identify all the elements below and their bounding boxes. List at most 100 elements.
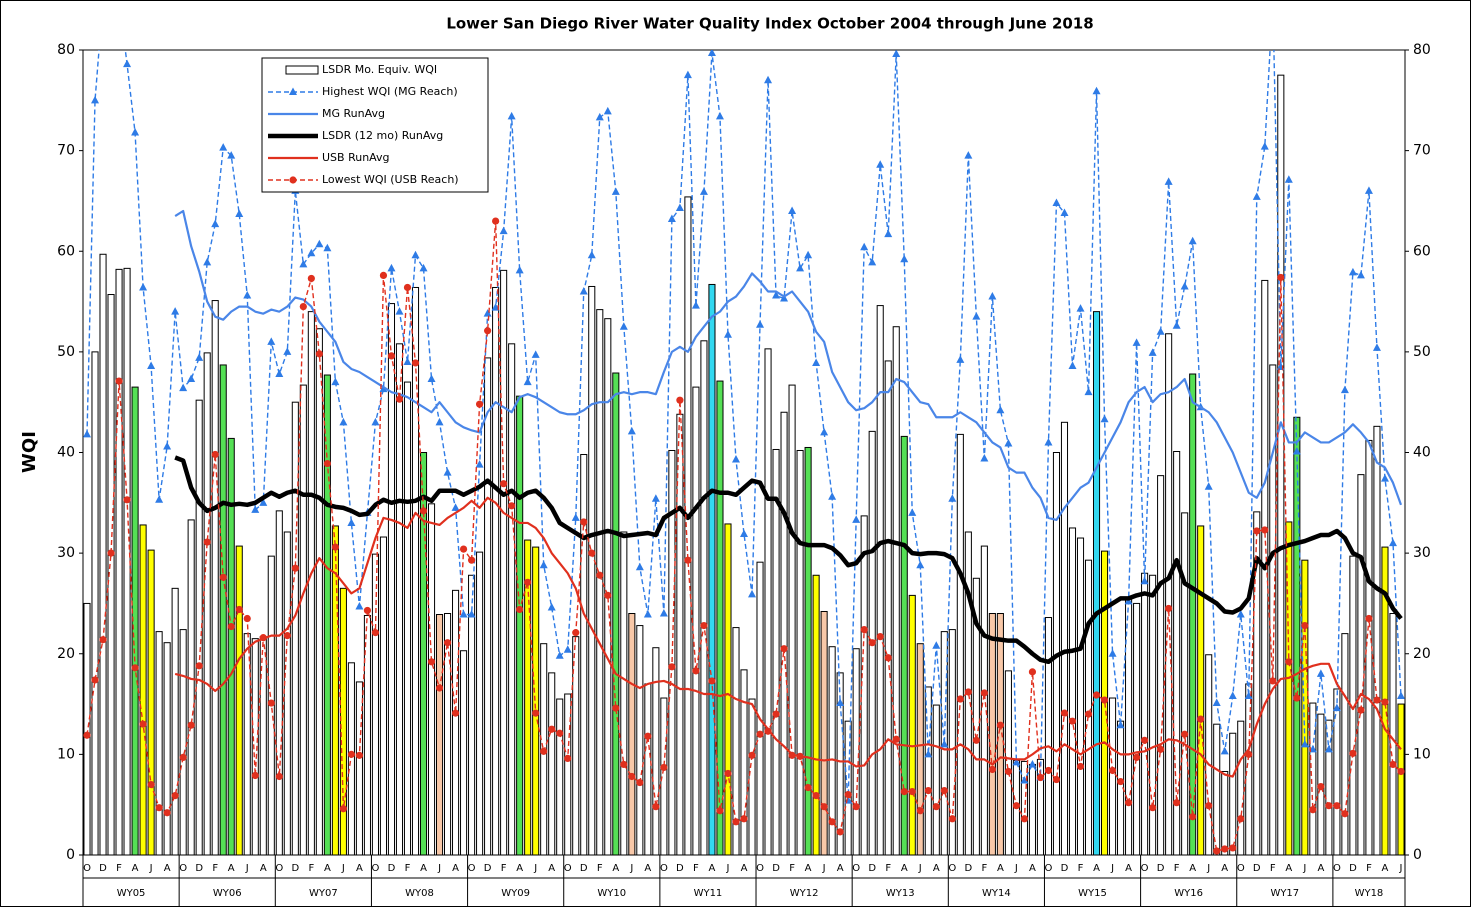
bar <box>1084 559 1093 855</box>
marker <box>579 287 588 295</box>
x-tick-label: J <box>918 863 922 874</box>
x-tick-label: A <box>1221 863 1228 874</box>
marker <box>1389 760 1397 769</box>
marker <box>556 729 564 737</box>
x-tick-label: J <box>1110 863 1114 874</box>
marker <box>683 70 692 79</box>
bar <box>123 267 131 855</box>
marker <box>643 610 652 618</box>
bar <box>708 283 716 855</box>
bar <box>524 539 532 855</box>
marker <box>619 322 628 330</box>
x-tick-label: O <box>372 863 380 874</box>
marker <box>1108 649 1117 657</box>
bar <box>1109 697 1117 855</box>
y2-tick-label: 80 <box>1413 42 1431 58</box>
bar <box>211 300 219 855</box>
marker <box>403 283 412 292</box>
marker <box>908 508 917 516</box>
marker <box>467 610 476 618</box>
marker <box>427 658 436 666</box>
marker <box>620 760 628 769</box>
bar <box>660 697 668 855</box>
marker <box>443 639 452 647</box>
marker <box>1236 610 1245 618</box>
y-tick-label: 50 <box>57 344 75 360</box>
marker <box>563 645 572 653</box>
bar <box>355 681 363 855</box>
marker <box>836 828 844 836</box>
marker <box>708 677 716 685</box>
bar <box>315 328 323 855</box>
marker <box>956 355 965 363</box>
bar <box>163 642 171 855</box>
bar <box>724 523 732 855</box>
bar <box>884 360 892 855</box>
line <box>174 455 1403 665</box>
marker <box>91 95 100 104</box>
bar <box>1253 511 1261 855</box>
marker <box>828 492 837 500</box>
marker <box>1148 348 1157 356</box>
marker <box>1084 387 1093 396</box>
marker <box>860 626 868 634</box>
bar <box>1373 425 1381 855</box>
x-tick-label: D <box>676 863 684 874</box>
bar <box>900 435 908 855</box>
bar <box>572 636 580 855</box>
marker <box>155 804 163 812</box>
legend-label: Lowest WQI (USB Reach) <box>322 173 459 186</box>
bar <box>684 196 692 855</box>
bar <box>652 647 660 855</box>
bar <box>371 553 379 855</box>
marker <box>1348 267 1357 276</box>
x-tick-label: A <box>1093 863 1100 874</box>
x-tick-label: F <box>1270 863 1276 874</box>
x-tick-label: A <box>901 863 908 874</box>
marker <box>123 496 131 504</box>
marker <box>275 369 284 378</box>
x-tick-label: D <box>868 863 876 874</box>
marker <box>1141 736 1149 744</box>
marker <box>1213 847 1221 855</box>
marker <box>996 405 1005 414</box>
x-tick-label: F <box>501 863 507 874</box>
bar <box>235 545 243 855</box>
marker <box>211 450 219 459</box>
marker <box>179 753 187 761</box>
bar <box>1397 703 1405 855</box>
legend-label: LSDR (12 mo) RunAvg <box>322 129 443 142</box>
marker <box>451 503 460 511</box>
marker <box>123 59 132 68</box>
bar <box>956 433 964 855</box>
bar <box>1365 439 1373 855</box>
marker <box>1181 730 1189 738</box>
bar <box>1389 613 1397 855</box>
marker <box>499 226 508 235</box>
marker <box>163 809 171 817</box>
group-label: WY11 <box>694 888 723 899</box>
x-tick-label: A <box>548 863 555 874</box>
marker <box>948 815 956 823</box>
marker <box>235 209 244 218</box>
bar <box>1197 525 1205 855</box>
marker <box>315 239 324 248</box>
marker <box>259 634 267 642</box>
bar <box>788 384 796 855</box>
marker <box>1388 538 1397 547</box>
marker <box>1260 142 1269 150</box>
bar <box>700 340 708 855</box>
x-tick-label: O <box>83 863 91 874</box>
bar <box>1237 720 1245 855</box>
marker <box>900 254 909 263</box>
marker <box>243 614 251 623</box>
marker <box>668 663 676 671</box>
bar <box>1181 512 1189 855</box>
marker <box>1292 446 1301 455</box>
x-tick-label: O <box>948 863 956 874</box>
marker <box>131 664 139 672</box>
marker <box>756 730 764 738</box>
x-tick-label: A <box>1317 863 1324 874</box>
marker <box>1332 703 1341 712</box>
